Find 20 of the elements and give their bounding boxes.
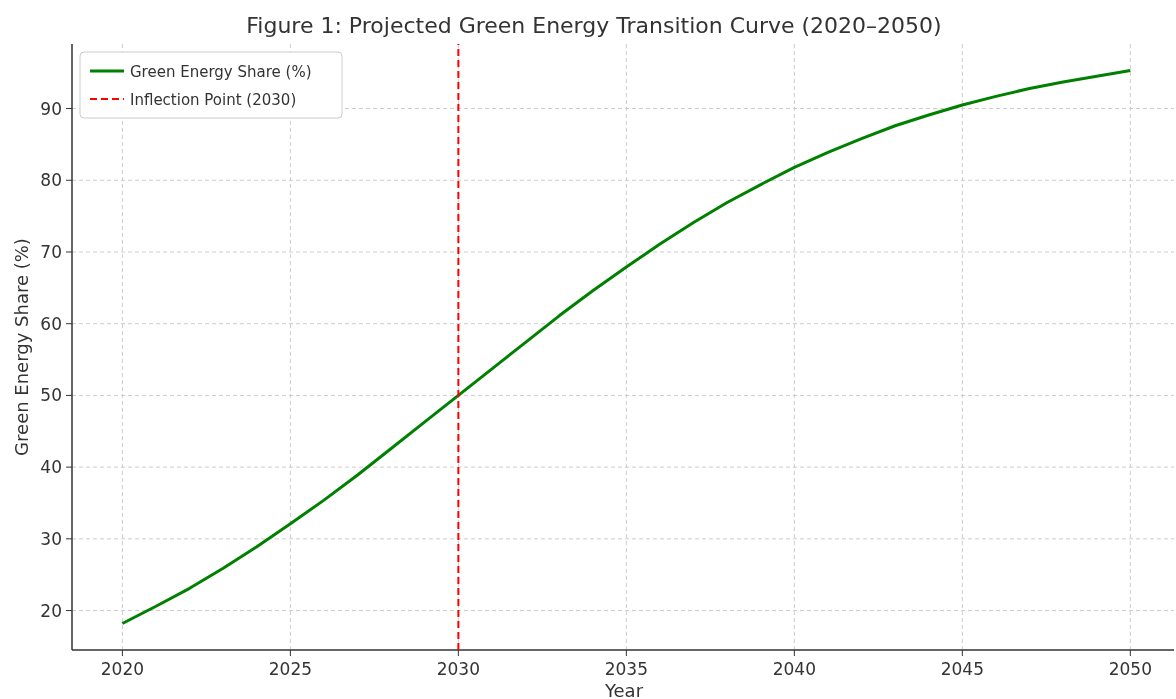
y-axis-title: Green Energy Share (%) <box>11 238 32 456</box>
x-tick-label: 2030 <box>436 659 480 679</box>
x-tick-label: 2040 <box>772 659 816 679</box>
y-tick-label: 20 <box>40 600 62 621</box>
x-tick-label: 2020 <box>100 659 145 679</box>
y-tick-label: 80 <box>40 170 62 191</box>
y-tick-label: 70 <box>40 241 62 262</box>
y-tick-label: 50 <box>40 385 62 406</box>
y-tick-label: 60 <box>40 313 62 334</box>
y-tick-label: 40 <box>40 457 62 478</box>
y-tick-label: 90 <box>40 98 62 119</box>
y-tick-label: 30 <box>40 528 62 549</box>
x-axis-title: Year <box>603 680 644 699</box>
legend-label: Green Energy Share (%) <box>130 63 312 81</box>
x-tick-label: 2045 <box>940 659 984 679</box>
legend-label: Inflection Point (2030) <box>130 91 297 109</box>
x-tick-label: 2025 <box>268 659 313 679</box>
x-tick-label: 2035 <box>604 659 648 679</box>
chart-title: Figure 1: Projected Green Energy Transition Curve (2020–2050) <box>246 13 942 38</box>
x-tick-label: 2050 <box>1108 659 1152 679</box>
